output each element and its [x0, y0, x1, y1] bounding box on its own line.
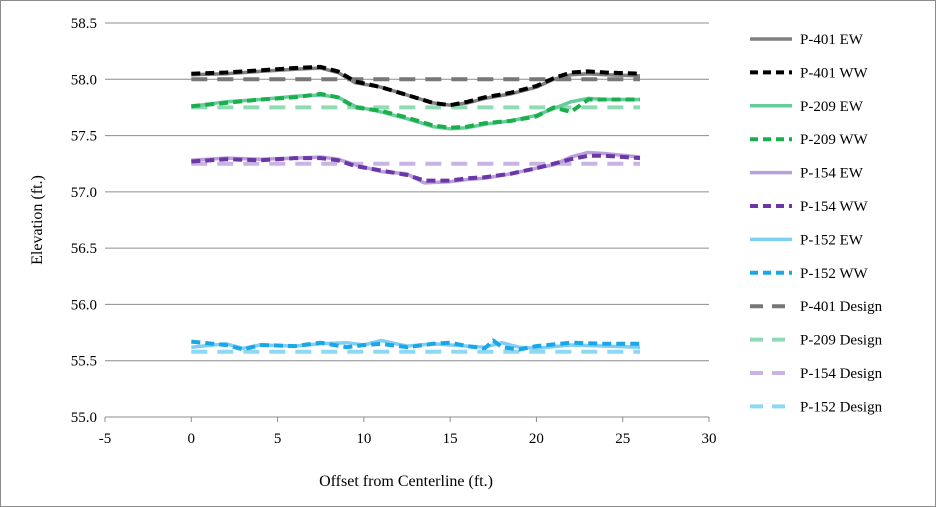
x-tick-label: 5 [274, 431, 282, 447]
legend-label: P-209 WW [800, 132, 868, 148]
y-tick-label: 56.0 [71, 297, 97, 313]
x-axis-title: Offset from Centerline (ft.) [319, 473, 493, 490]
series-line-p-209-ww [191, 91, 640, 130]
y-axis-ticks: 55.0 55.5 56.0 56.5 57.0 57.5 58.0 58.5 [71, 16, 97, 426]
x-tick-label: 30 [702, 431, 717, 447]
y-tick-label: 57.0 [71, 185, 97, 201]
legend-label: P-152 Design [800, 399, 883, 415]
y-tick-label: 55.5 [71, 354, 97, 370]
x-tick-label: 15 [443, 431, 458, 447]
legend-label: P-401 WW [800, 65, 868, 81]
x-tick-label: 25 [615, 431, 630, 447]
x-axis-ticks: -5 0 5 10 15 20 25 30 [99, 417, 717, 447]
legend-label: P-154 WW [800, 199, 868, 215]
legend-label: P-401 EW [800, 32, 864, 48]
y-tick-label: 56.5 [71, 241, 97, 257]
y-axis-title: Elevation (ft.) [29, 175, 46, 265]
series-layer [191, 64, 641, 354]
legend-label: P-209 EW [800, 99, 864, 115]
y-tick-label: 58.0 [71, 72, 97, 88]
x-tick-label: 10 [356, 431, 371, 447]
legend-label: P-209 Design [800, 333, 883, 349]
legend-label: P-152 WW [800, 266, 868, 282]
legend-label: P-154 EW [800, 166, 864, 182]
legend-label: P-401 Design [800, 299, 883, 315]
x-tick-label: -5 [99, 431, 112, 447]
series-line-p-154-ww [191, 153, 641, 183]
series-line-p-401-ww [191, 64, 641, 108]
y-tick-label: 57.5 [71, 129, 97, 145]
y-tick-label: 55.0 [71, 410, 97, 426]
legend-label: P-154 Design [800, 366, 883, 382]
x-tick-label: 0 [188, 431, 196, 447]
legend: P-401 EW P-401 WW P-209 EW P-209 WW P-154 EW… [750, 32, 883, 415]
legend-label: P-152 EW [800, 232, 864, 248]
x-tick-label: 20 [529, 431, 544, 447]
series-line-p-209-ew [191, 93, 640, 131]
series-line-p-152-ww [191, 338, 640, 352]
y-tick-label: 58.5 [71, 16, 97, 32]
